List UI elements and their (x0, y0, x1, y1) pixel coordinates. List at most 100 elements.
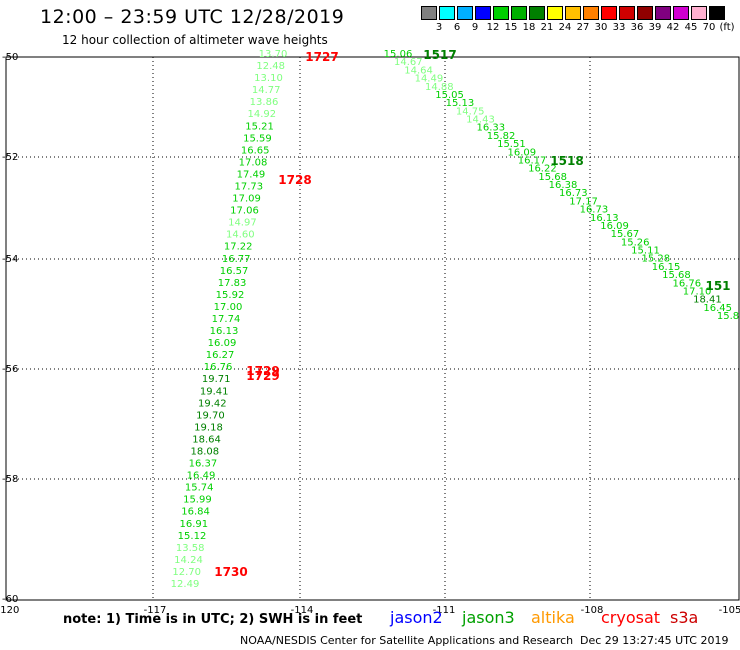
legend-swatch (529, 6, 545, 20)
swh-value-label: 16.37 (189, 459, 218, 470)
swh-value-label: 15.92 (216, 290, 245, 301)
swh-value-label: 14.43 (466, 115, 495, 126)
lat-tick-label: -52 (2, 152, 18, 163)
swh-value-label: 17.08 (239, 157, 268, 168)
swh-value-label: 14.88 (425, 82, 454, 93)
swh-value-label: 14.75 (456, 106, 485, 117)
legend-swatch (565, 6, 581, 20)
swh-value-label: 16.84 (181, 507, 210, 518)
swh-value-label: 16.27 (206, 350, 235, 361)
swh-value-label: 16.15 (652, 262, 681, 273)
swh-value-label: 15.68 (662, 270, 691, 281)
swh-value-label: 13.10 (254, 73, 283, 84)
legend-swatch (583, 6, 599, 20)
swh-value-label: 17.00 (214, 302, 243, 313)
swh-value-label: 14.92 (247, 109, 276, 120)
swh-value-label: 14.77 (252, 85, 281, 96)
lon-tick-label: -111 (433, 605, 456, 616)
lon-tick-label: -108 (581, 605, 604, 616)
legend-swatch (547, 6, 563, 20)
swh-value-label: 15.28 (641, 254, 670, 265)
time-label: 1518 (550, 154, 583, 168)
swh-value-label: 16.57 (220, 266, 249, 277)
swh-value-label: 12.70 (172, 567, 201, 578)
swh-value-label: 16.45 (703, 303, 732, 314)
swh-value-label: 14.49 (415, 74, 444, 85)
satellite-legend-item: cryosat (601, 608, 661, 627)
swh-value-label: 15.11 (631, 246, 660, 257)
swh-value-label: 16.13 (590, 213, 619, 224)
legend-swatch (493, 6, 509, 20)
legend-swatch (709, 6, 725, 20)
swh-value-label: 15.51 (497, 139, 526, 150)
swh-value-label: 17.83 (218, 278, 247, 289)
swh-value-label: 12.48 (256, 61, 285, 72)
legend-swatch (601, 6, 617, 20)
page-title: 12:00 – 23:59 UTC 12/28/2019 (40, 6, 345, 28)
legend-swatch (637, 6, 653, 20)
legend-swatch (457, 6, 473, 20)
footer-note: note: 1) Time is in UTC; 2) SWH is in fe… (63, 612, 363, 627)
map-frame (5, 56, 740, 601)
legend-label: 30 (594, 22, 608, 33)
swh-value-label: 14.67 (394, 57, 423, 68)
lat-tick-label: -54 (2, 254, 18, 265)
swh-value-label: 16.91 (179, 519, 208, 530)
legend-swatch (439, 6, 455, 20)
lon-tick-label: -105 (719, 605, 740, 616)
swh-value-label: 17.09 (232, 194, 261, 205)
lon-tick-label: -117 (144, 605, 167, 616)
swh-value-label: 12.49 (171, 579, 200, 590)
swh-value-label: 19.41 (200, 386, 229, 397)
legend-swatch (691, 6, 707, 20)
swh-value-label: 17.74 (212, 314, 241, 325)
legend-label: 21 (540, 22, 554, 33)
swh-value-label: 14.97 (228, 218, 257, 229)
swh-value-label: 17.22 (224, 242, 253, 253)
credit-text: NOAA/NESDIS Center for Satellite Applica… (240, 634, 574, 647)
swh-value-label: 17.10 (683, 286, 712, 297)
legend-label: (ft) (719, 22, 735, 33)
swh-value-label: 17.17 (569, 196, 598, 207)
legend-label: 39 (648, 22, 662, 33)
swh-value-label: 15.12 (178, 531, 207, 542)
swh-value-label: 17.06 (230, 206, 259, 217)
swh-value-label: 16.38 (549, 180, 578, 191)
legend-label: 24 (558, 22, 572, 33)
legend-label: 33 (612, 22, 626, 33)
time-label: 1728 (278, 173, 311, 187)
swh-value-label: 18.08 (190, 447, 219, 458)
swh-value-label: 16.73 (559, 188, 588, 199)
swh-value-label: 19.70 (196, 410, 225, 421)
time-label: 1729 (246, 364, 279, 378)
swh-value-label: 15.99 (183, 495, 212, 506)
lon-tick-label: -114 (291, 605, 314, 616)
swh-value-label: 15.74 (185, 483, 214, 494)
swh-value-label: 15.13 (446, 98, 475, 109)
legend-label: 9 (471, 22, 479, 33)
satellite-legend-item: jason2 (390, 608, 443, 627)
legend-label: 12 (486, 22, 500, 33)
legend-swatch (511, 6, 527, 20)
swh-value-label: 15.82 (487, 131, 516, 142)
swh-value-label: 15.26 (621, 237, 650, 248)
legend-swatch (673, 6, 689, 20)
satellite-legend-item: altika (531, 608, 575, 627)
swh-value-label: 19.42 (198, 398, 227, 409)
legend-label: 36 (630, 22, 644, 33)
swh-value-label: 16.49 (187, 471, 216, 482)
lat-tick-label: -58 (2, 474, 18, 485)
legend-label: 27 (576, 22, 590, 33)
swh-value-label: 15.8 (717, 311, 739, 322)
legend-swatch (619, 6, 635, 20)
legend-label: 42 (666, 22, 680, 33)
satellite-legend-item: jason3 (462, 608, 515, 627)
swh-value-label: 14.60 (226, 230, 255, 241)
swh-value-label: 14.64 (404, 65, 433, 76)
swh-value-label: 15.05 (435, 90, 464, 101)
legend-swatch (421, 6, 437, 20)
legend-label: 18 (522, 22, 536, 33)
swh-value-label: 16.22 (528, 164, 557, 175)
swh-value-label: 13.70 (259, 49, 288, 60)
page-subtitle: 12 hour collection of altimeter wave hei… (62, 33, 328, 47)
